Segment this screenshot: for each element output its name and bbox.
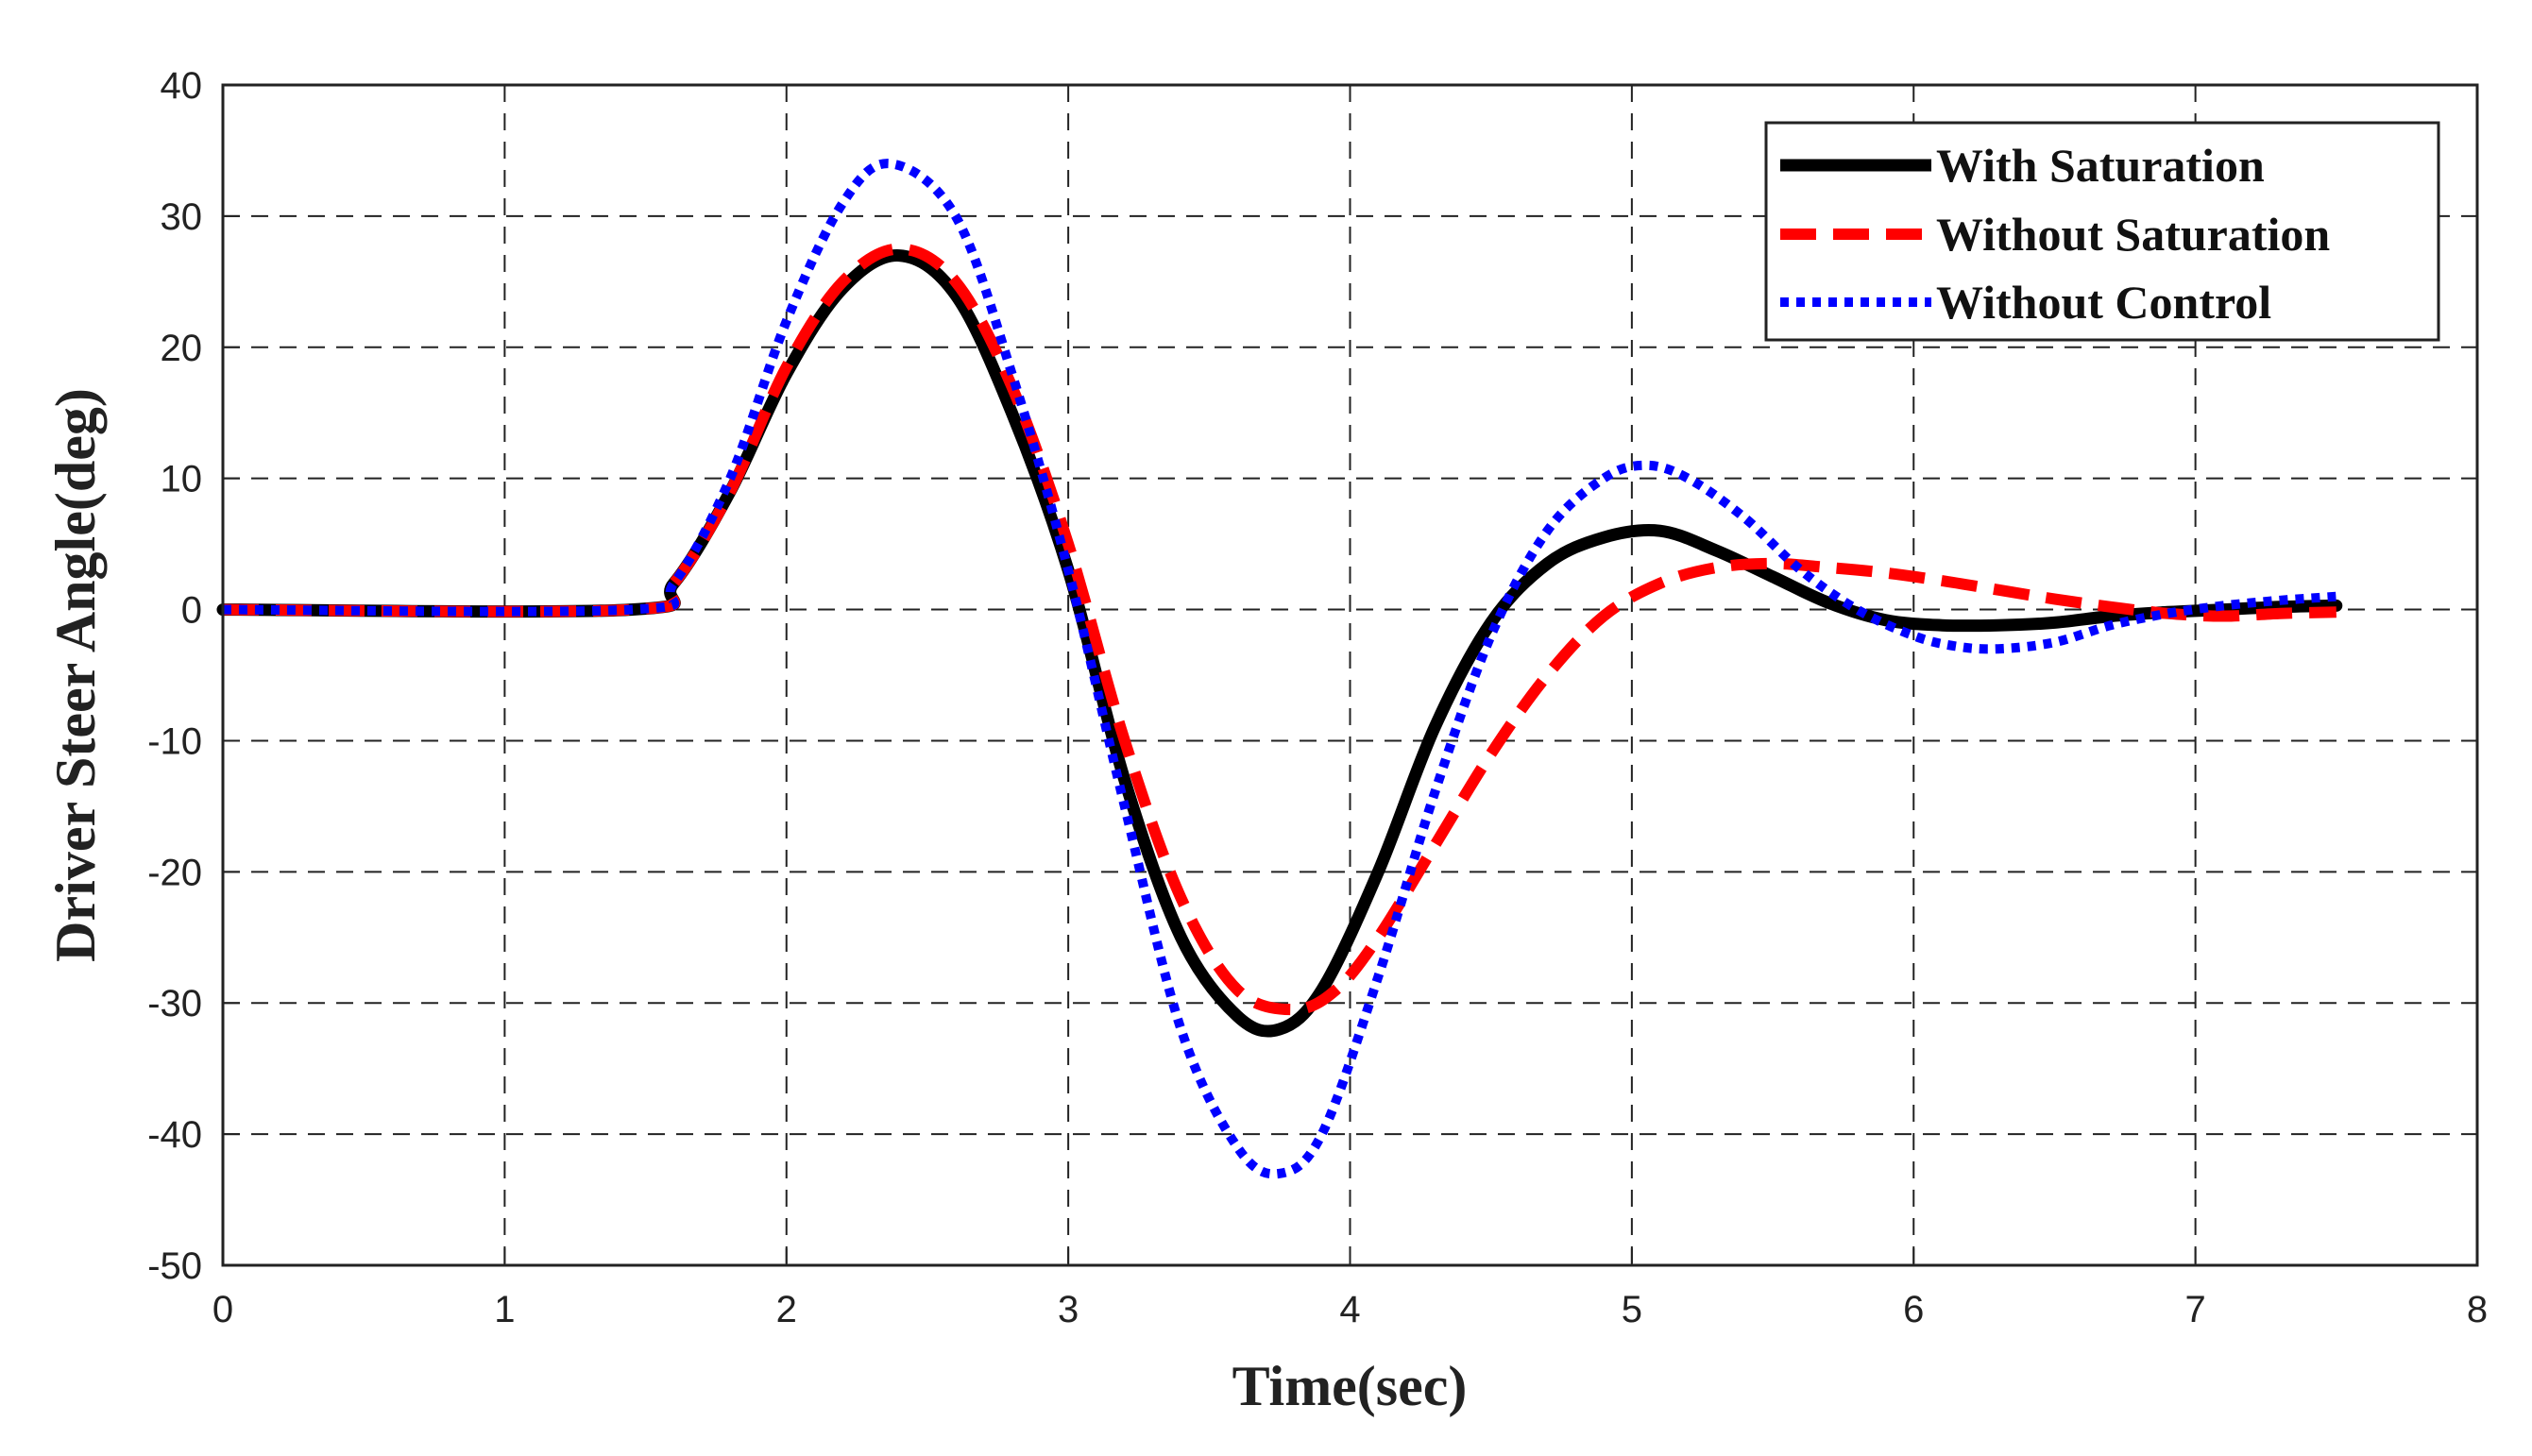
x-tick-label: 3 [1058, 1289, 1079, 1330]
y-tick-label: -20 [147, 852, 202, 893]
y-tick-label: -30 [147, 983, 202, 1024]
legend-label-with-saturation: With Saturation [1936, 139, 2265, 192]
legend-label-without-control: Without Control [1936, 276, 2271, 329]
plot-frame [221, 83, 2479, 1267]
x-tick-label: 8 [2467, 1289, 2488, 1330]
series-line-without-saturation [222, 243, 2337, 1016]
x-tick-label: 4 [1339, 1289, 1360, 1330]
series-layer [216, 159, 2343, 1179]
x-tick-label: 6 [1903, 1289, 1924, 1330]
y-tick-label: 30 [161, 196, 203, 238]
y-tick-label: 20 [161, 328, 203, 369]
y-tick-label: -50 [147, 1245, 202, 1287]
x-tick-label: 5 [1622, 1289, 1642, 1330]
y-axis-label: Driver Steer Angle(deg) [44, 388, 107, 962]
y-tick-label: 40 [161, 65, 203, 107]
series-line-without-control [222, 159, 2337, 1179]
x-tick-label: 0 [212, 1289, 233, 1330]
y-tick-label: 10 [161, 459, 203, 500]
y-tick-label: -10 [147, 720, 202, 762]
x-tick-label: 7 [2185, 1289, 2206, 1330]
y-tick-label: 0 [181, 590, 202, 632]
x-axis-label: Time(sec) [1232, 1355, 1468, 1417]
x-tick-label: 2 [776, 1289, 797, 1330]
legend: With Saturation Without Saturation Witho… [1764, 121, 2440, 342]
y-tick-label: -40 [147, 1114, 202, 1156]
x-tick-label: 1 [494, 1289, 515, 1330]
legend-label-without-saturation: Without Saturation [1936, 208, 2330, 261]
y-tick-labels: -50 -40 -30 -20 -10 0 10 20 30 40 [147, 65, 202, 1287]
x-tick-labels: 0 1 2 3 4 5 6 7 8 [212, 1289, 2488, 1330]
